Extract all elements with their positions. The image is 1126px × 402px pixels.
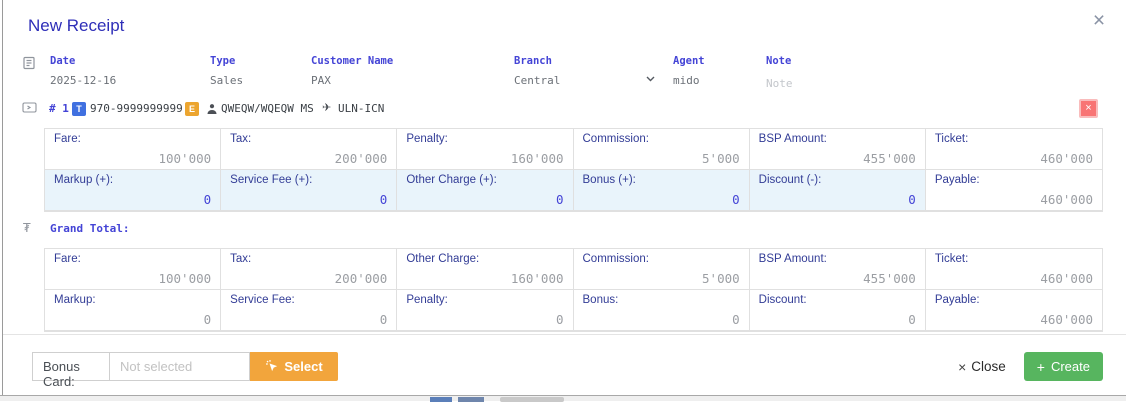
fare-cell: Fare: 100'000 — [45, 129, 222, 170]
close-button[interactable]: × Close — [958, 358, 1006, 375]
gt-fare-cell: Fare: 100'000 — [45, 249, 222, 290]
page-left-edge — [2, 0, 3, 401]
ticket-total-cell: Ticket: 460'000 — [925, 129, 1102, 170]
penalty-cell: Penalty: 160'000 — [397, 129, 574, 170]
field-date[interactable]: Date 2025-12-16 — [50, 55, 116, 87]
grand-total-label: Grand Total: — [50, 222, 130, 235]
bonus-card-input[interactable] — [110, 352, 250, 381]
bonus-cell[interactable]: Bonus (+): 0 — [573, 170, 750, 211]
type-value[interactable]: Sales — [210, 74, 244, 87]
field-agent[interactable]: Agent mido — [673, 55, 705, 87]
plane-icon: ✈ — [322, 102, 332, 114]
background-fragment — [430, 397, 452, 402]
tugrik-icon: ₮ — [23, 221, 31, 235]
customer-name-value[interactable]: PAX — [311, 74, 331, 87]
tax-cell: Tax: 200'000 — [221, 129, 398, 170]
ticket-index: # 1 — [49, 102, 69, 115]
field-note[interactable]: Note — [766, 55, 856, 92]
chevron-down-icon[interactable] — [645, 71, 656, 89]
other-charge-cell[interactable]: Other Charge (+): 0 — [397, 170, 574, 211]
gt-ticket-cell: Ticket: 460'000 — [925, 249, 1102, 290]
footer-divider — [3, 334, 1126, 335]
bonus-card-label: Bonus Card: — [32, 352, 110, 389]
create-button[interactable]: + Create — [1023, 352, 1103, 381]
background-fragment — [458, 397, 484, 402]
receipt-icon — [22, 56, 36, 75]
markup-cell[interactable]: Markup (+): 0 — [45, 170, 222, 211]
field-customer-name[interactable]: Customer Name PAX — [311, 55, 393, 87]
gt-payable-cell: Payable: 460'000 — [925, 290, 1102, 331]
grand-total-table: Fare: 100'000 Tax: 200'000 Other Charge:… — [44, 248, 1103, 332]
field-type[interactable]: Type Sales — [210, 55, 243, 87]
gt-discount-cell: Discount: 0 — [749, 290, 926, 331]
gt-penalty-cell: Penalty: 0 — [397, 290, 574, 331]
gt-bonus-cell: Bonus: 0 — [573, 290, 750, 331]
passenger-name: QWEQW/WQEQW MS — [221, 102, 314, 115]
ticket-number: 970-9999999999 — [90, 102, 183, 115]
commission-cell: Commission: 5'000 — [573, 129, 750, 170]
agent-label: Agent — [673, 55, 705, 67]
background-fragment — [500, 397, 564, 402]
gt-bsp-amount-cell: BSP Amount: 455'000 — [749, 249, 926, 290]
branch-label: Branch — [514, 55, 552, 67]
gt-markup-cell: Markup: 0 — [45, 290, 222, 331]
service-fee-cell[interactable]: Service Fee (+): 0 — [221, 170, 398, 211]
ticket-route: ULN-ICN — [338, 102, 385, 115]
delete-ticket-button[interactable]: × — [1079, 99, 1098, 118]
footer-actions: × Close + Create — [958, 352, 1103, 381]
modal-close-icon[interactable]: × — [1086, 8, 1112, 34]
bsp-amount-cell: BSP Amount: 455'000 — [749, 129, 926, 170]
gt-other-charge-cell: Other Charge: 160'000 — [397, 249, 574, 290]
ticket-type-badge: T — [72, 102, 86, 116]
gt-commission-cell: Commission: 5'000 — [573, 249, 750, 290]
passenger-icon — [206, 102, 218, 120]
date-label: Date — [50, 55, 76, 67]
customer-name-label: Customer Name — [311, 55, 394, 67]
ticket-icon — [22, 101, 37, 119]
cursor-click-icon — [265, 359, 278, 375]
payable-cell: Payable: 460'000 — [925, 170, 1102, 211]
date-value[interactable]: 2025-12-16 — [50, 74, 117, 87]
bonus-card-select-button[interactable]: Select — [250, 352, 338, 381]
bonus-card-group: Bonus Card: Select — [32, 352, 338, 389]
ticket-class-badge: E — [185, 102, 199, 116]
plus-icon: + — [1036, 358, 1045, 375]
field-branch[interactable]: Branch Central — [514, 55, 560, 87]
agent-value[interactable]: mido — [673, 74, 700, 87]
ticket-line: # 1 T 970-9999999999 E QWEQW/WQEQW MS ✈ … — [0, 99, 1126, 119]
note-input[interactable] — [766, 77, 856, 90]
gt-tax-cell: Tax: 200'000 — [221, 249, 398, 290]
modal-title: New Receipt — [28, 16, 125, 35]
note-label: Note — [766, 55, 792, 67]
branch-select-value[interactable]: Central — [514, 74, 561, 87]
close-x-icon: × — [958, 358, 967, 375]
discount-cell[interactable]: Discount (-): 0 — [749, 170, 926, 211]
background-page-strip — [0, 395, 1126, 402]
ticket-amounts-table: Fare: 100'000 Tax: 200'000 Penalty: 160'… — [44, 128, 1103, 212]
gt-service-fee-cell: Service Fee: 0 — [221, 290, 398, 331]
type-label: Type — [210, 55, 236, 67]
